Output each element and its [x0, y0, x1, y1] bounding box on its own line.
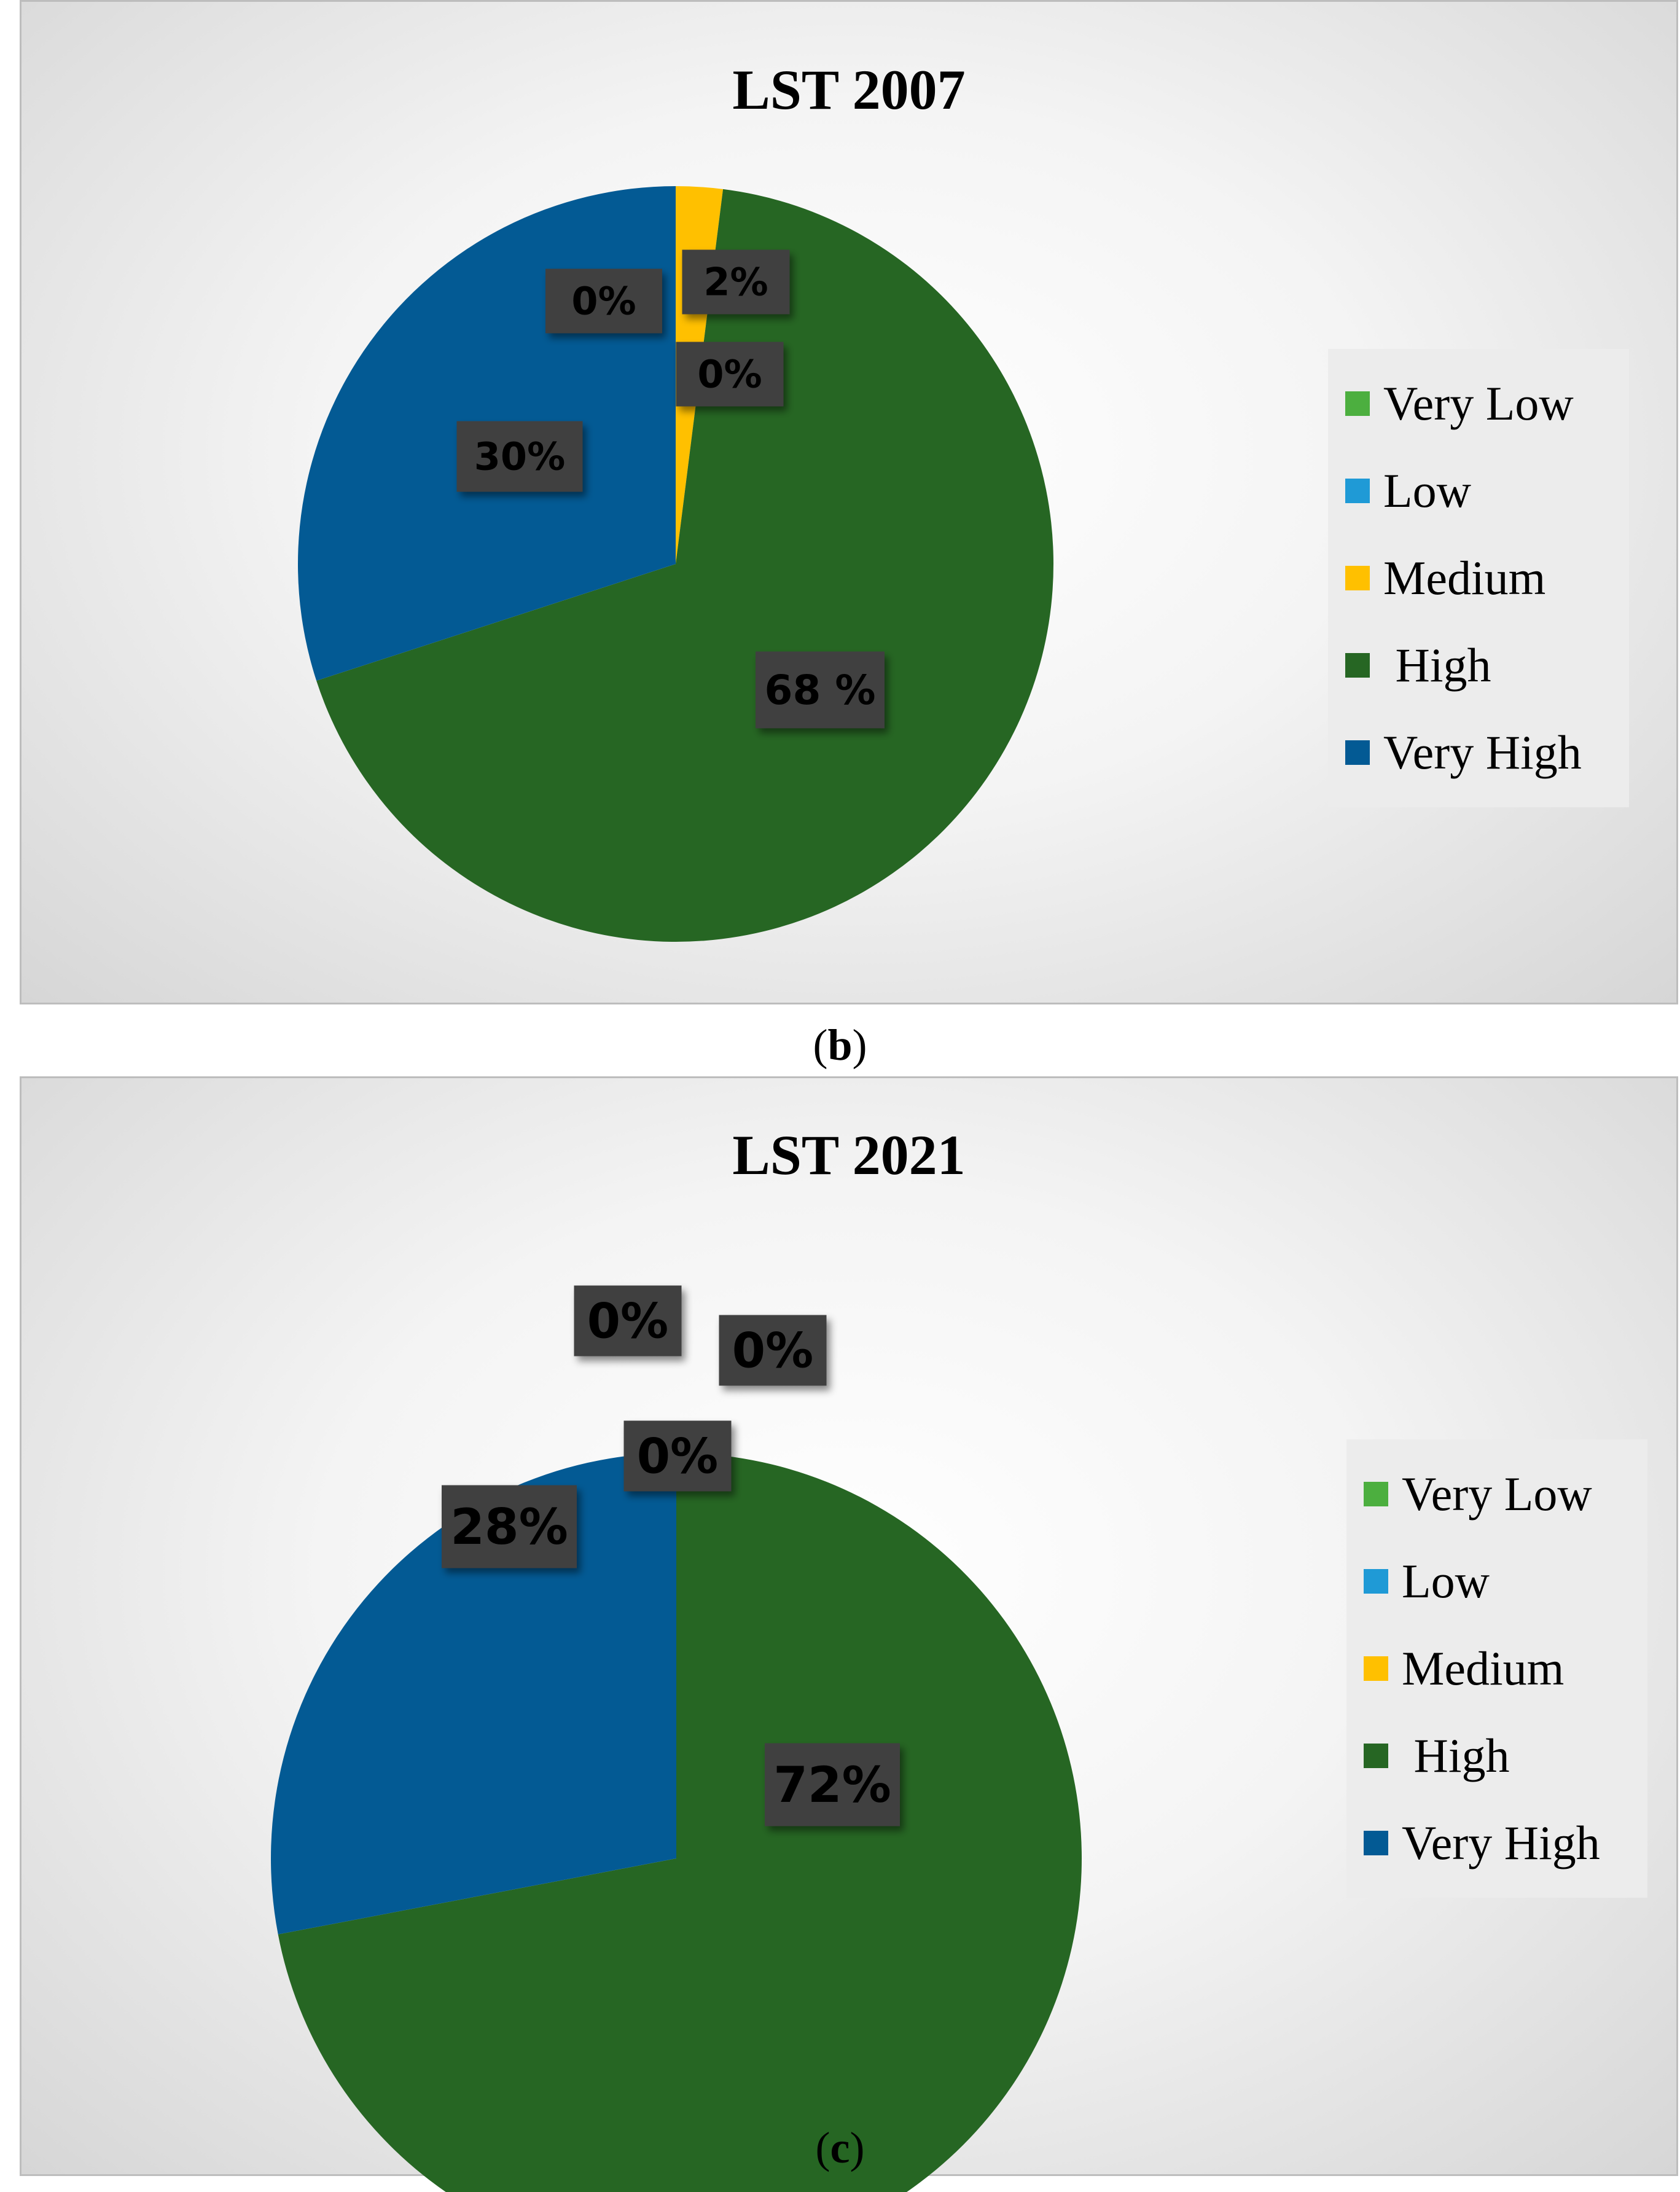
legend-item-medium: Medium — [1345, 534, 1612, 622]
data-label-very-high: 28% — [442, 1485, 577, 1568]
legend-item-high: High — [1364, 1712, 1630, 1799]
data-label-very-low: 0% — [574, 1285, 682, 1356]
svg-text:0%: 0% — [571, 279, 636, 324]
legend-swatch — [1345, 479, 1370, 503]
svg-text:0%: 0% — [697, 352, 762, 397]
legend-swatch — [1345, 566, 1370, 590]
data-label-low: 0% — [719, 1315, 827, 1386]
pie-chart-2021: 0% 0% 0% 72% 28% — [271, 1285, 1082, 2192]
data-label-high: 72% — [765, 1743, 900, 1826]
legend-item-very-high: Very High — [1364, 1799, 1630, 1887]
legend-swatch — [1364, 1831, 1388, 1855]
legend-swatch — [1364, 1744, 1388, 1768]
legend-swatch — [1345, 391, 1370, 416]
legend-swatch — [1345, 740, 1370, 765]
legend-item-very-high: Very High — [1345, 709, 1612, 796]
legend-swatch — [1364, 1569, 1388, 1594]
data-label-medium: 0% — [623, 1420, 732, 1492]
chart-panel-2007: LST 2007 0% 0% 2% 68 % 30% Very Low Low Medi… — [20, 0, 1678, 1004]
legend: Very Low Low Medium High Very High — [1346, 1439, 1647, 1898]
data-label-very-low: 0% — [545, 268, 662, 334]
svg-text:0%: 0% — [637, 1429, 718, 1484]
chart-panel-2021: LST 2021 0% 0% 0% 72% 28% Very Low Low Mediu… — [20, 1076, 1678, 2192]
legend-item-very-low: Very Low — [1364, 1450, 1630, 1538]
pie-chart-2007: 0% 0% 2% 68 % 30% — [297, 186, 1053, 942]
svg-text:28%: 28% — [450, 1498, 568, 1556]
data-label-low: 0% — [676, 342, 784, 407]
data-label-medium: 2% — [682, 249, 790, 315]
chart-title: LST 2007 — [732, 58, 966, 121]
chart-title: LST 2021 — [732, 1124, 966, 1186]
svg-text:72%: 72% — [773, 1756, 891, 1814]
legend-swatch — [1345, 653, 1370, 678]
caption-c: (c) — [815, 2123, 865, 2172]
svg-text:0%: 0% — [732, 1323, 813, 1379]
svg-text:30%: 30% — [474, 434, 565, 479]
pie-slice-very-high — [271, 1453, 676, 1935]
legend-item-very-low: Very Low — [1345, 360, 1612, 447]
data-label-high: 68 % — [756, 651, 885, 729]
data-label-very-high: 30% — [456, 421, 583, 492]
pie-slice-high — [316, 189, 1053, 942]
caption-b: (b) — [813, 1020, 867, 1070]
legend-item-low: Low — [1345, 447, 1612, 534]
legend-swatch — [1364, 1482, 1388, 1506]
svg-text:68 %: 68 % — [765, 667, 876, 714]
legend-item-low: Low — [1364, 1538, 1630, 1625]
legend-item-medium: Medium — [1364, 1625, 1630, 1712]
pie-slice-high — [278, 1453, 1082, 2192]
svg-text:2%: 2% — [703, 260, 768, 305]
legend: Very Low Low Medium High Very High — [1328, 349, 1629, 807]
legend-item-high: High — [1345, 622, 1612, 709]
svg-text:0%: 0% — [587, 1294, 668, 1349]
legend-swatch — [1364, 1656, 1388, 1681]
